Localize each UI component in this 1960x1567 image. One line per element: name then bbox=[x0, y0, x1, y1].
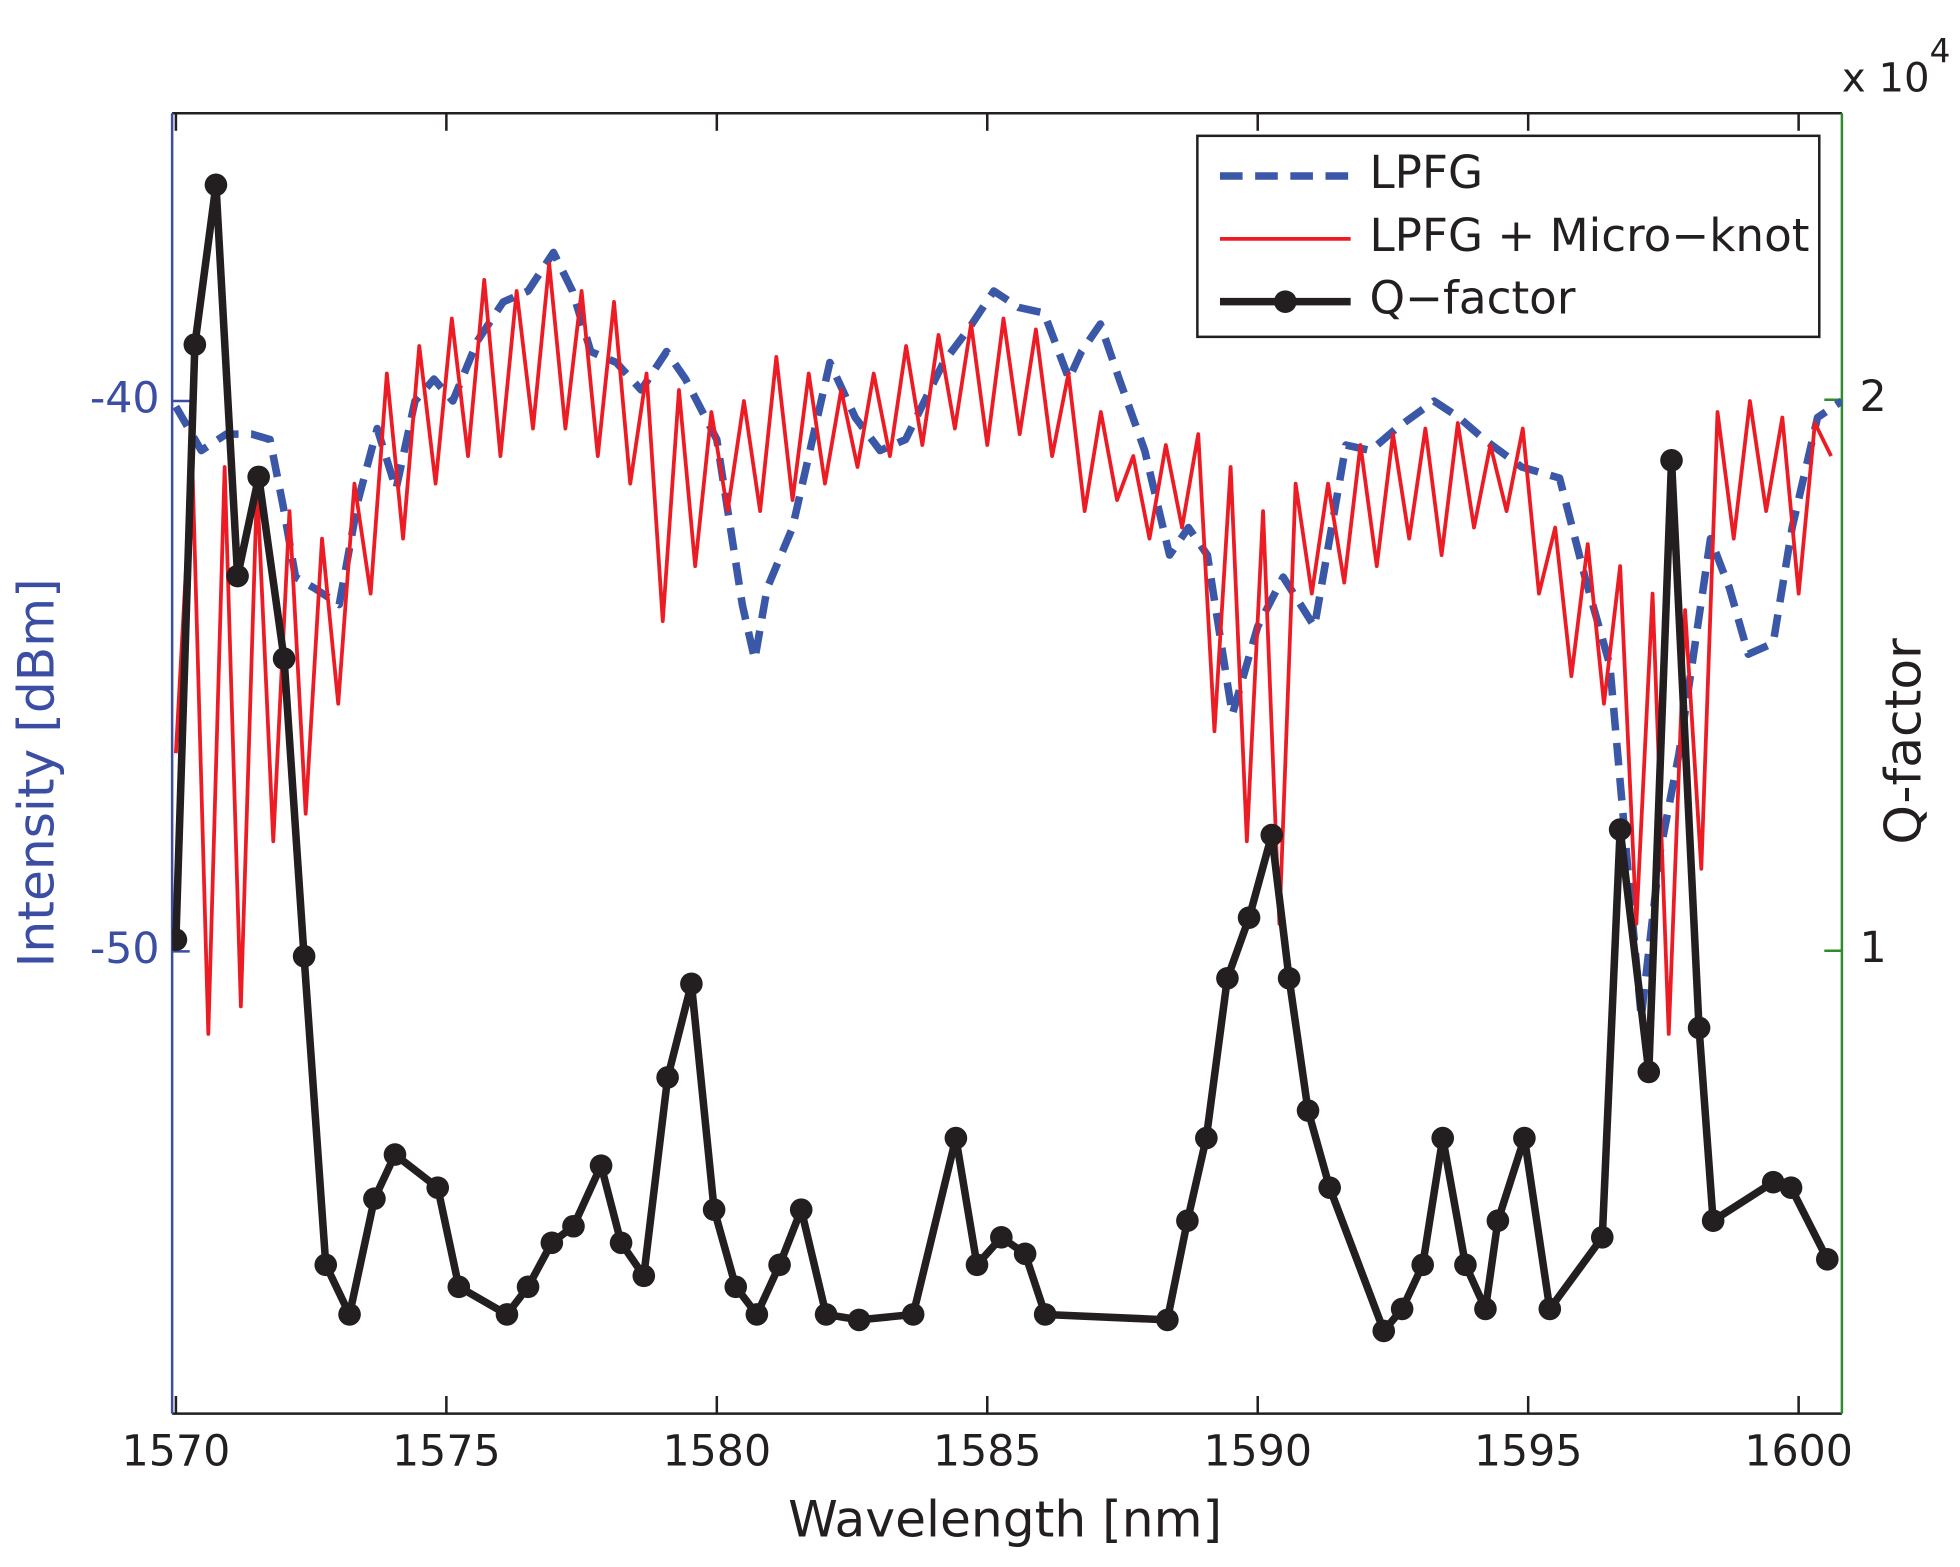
x-tick-label: 1580 bbox=[662, 1426, 771, 1476]
data-point bbox=[702, 1198, 726, 1222]
data-point bbox=[1411, 1253, 1435, 1277]
y-tick-label: -40 bbox=[90, 374, 160, 424]
data-point bbox=[680, 972, 703, 996]
data-point bbox=[632, 1264, 656, 1288]
data-point bbox=[965, 1253, 989, 1277]
data-point bbox=[768, 1253, 791, 1277]
data-point bbox=[1372, 1319, 1396, 1343]
data-point bbox=[383, 1143, 407, 1166]
data-point bbox=[1013, 1242, 1037, 1266]
data-point bbox=[1195, 1126, 1218, 1150]
data-point bbox=[172, 928, 188, 952]
y2-tick-label: 1 bbox=[1859, 923, 1886, 973]
data-point bbox=[540, 1231, 564, 1255]
data-point bbox=[1296, 1099, 1320, 1122]
legend-label: LPFG + Micro−knot bbox=[1369, 209, 1809, 262]
data-point bbox=[1538, 1297, 1562, 1321]
data-point bbox=[1486, 1209, 1510, 1233]
x-tick-label: 1590 bbox=[1203, 1426, 1312, 1476]
data-point bbox=[1431, 1126, 1455, 1150]
series-layer bbox=[172, 173, 1842, 1343]
data-point bbox=[1454, 1253, 1477, 1277]
x-tick-label: 1585 bbox=[933, 1426, 1042, 1476]
legend-marker bbox=[1274, 290, 1297, 313]
x-tick-label: 1600 bbox=[1744, 1426, 1853, 1476]
data-point bbox=[1474, 1297, 1497, 1321]
data-point bbox=[1318, 1176, 1341, 1199]
data-point bbox=[226, 564, 249, 588]
data-point bbox=[901, 1303, 925, 1326]
data-point bbox=[516, 1275, 540, 1299]
y2-scale-base: x 10 bbox=[1842, 56, 1930, 102]
data-point bbox=[363, 1187, 386, 1211]
data-point bbox=[426, 1176, 450, 1199]
y2-scale-exponent: 4 bbox=[1930, 32, 1951, 70]
data-point bbox=[1779, 1176, 1803, 1199]
series-line bbox=[174, 261, 1833, 1036]
data-point bbox=[589, 1154, 613, 1177]
data-point bbox=[1033, 1303, 1057, 1326]
data-point bbox=[183, 333, 207, 356]
data-point bbox=[272, 647, 296, 671]
data-point bbox=[745, 1303, 769, 1326]
data-point bbox=[247, 465, 270, 489]
data-point bbox=[814, 1303, 838, 1326]
y-axis-label: Intensity [dBm] bbox=[7, 578, 66, 967]
data-point bbox=[495, 1303, 519, 1326]
data-point bbox=[1390, 1297, 1414, 1321]
data-point bbox=[338, 1303, 361, 1326]
data-point bbox=[789, 1198, 813, 1222]
data-point bbox=[1637, 1060, 1661, 1084]
data-point bbox=[292, 944, 316, 968]
legend-label: Q−factor bbox=[1369, 272, 1575, 325]
x-tick-label: 1570 bbox=[122, 1426, 231, 1476]
data-point bbox=[314, 1253, 338, 1277]
data-point bbox=[1687, 1016, 1711, 1040]
data-point bbox=[1590, 1225, 1614, 1249]
data-point bbox=[724, 1275, 748, 1299]
data-point bbox=[204, 173, 228, 197]
data-point bbox=[1608, 818, 1632, 841]
data-point bbox=[1156, 1308, 1179, 1332]
data-point bbox=[990, 1225, 1013, 1249]
data-point bbox=[847, 1308, 871, 1332]
data-point bbox=[1701, 1209, 1725, 1233]
data-point bbox=[1260, 823, 1284, 847]
x-tick-label: 1575 bbox=[392, 1426, 501, 1476]
data-point bbox=[944, 1126, 968, 1150]
data-point bbox=[1216, 966, 1239, 990]
y-tick-label: -50 bbox=[90, 924, 160, 974]
x-axis-label: Wavelength [nm] bbox=[788, 1489, 1222, 1548]
data-point bbox=[656, 1066, 679, 1089]
data-point bbox=[447, 1275, 471, 1299]
y2-scale: x 104 bbox=[1842, 32, 1950, 102]
data-point bbox=[1176, 1209, 1199, 1233]
data-point bbox=[609, 1231, 633, 1255]
data-point bbox=[1660, 449, 1683, 472]
data-point bbox=[1761, 1170, 1785, 1194]
data-point bbox=[1513, 1126, 1536, 1150]
data-point bbox=[1815, 1247, 1839, 1271]
data-point bbox=[562, 1214, 585, 1238]
x-tick-label: 1595 bbox=[1474, 1426, 1583, 1476]
data-point bbox=[1277, 966, 1301, 990]
legend-label: LPFG bbox=[1369, 146, 1483, 199]
data-point bbox=[1237, 906, 1261, 929]
y2-axis-label: Q-factor bbox=[1874, 638, 1933, 845]
y2-tick-label: 2 bbox=[1859, 372, 1886, 422]
